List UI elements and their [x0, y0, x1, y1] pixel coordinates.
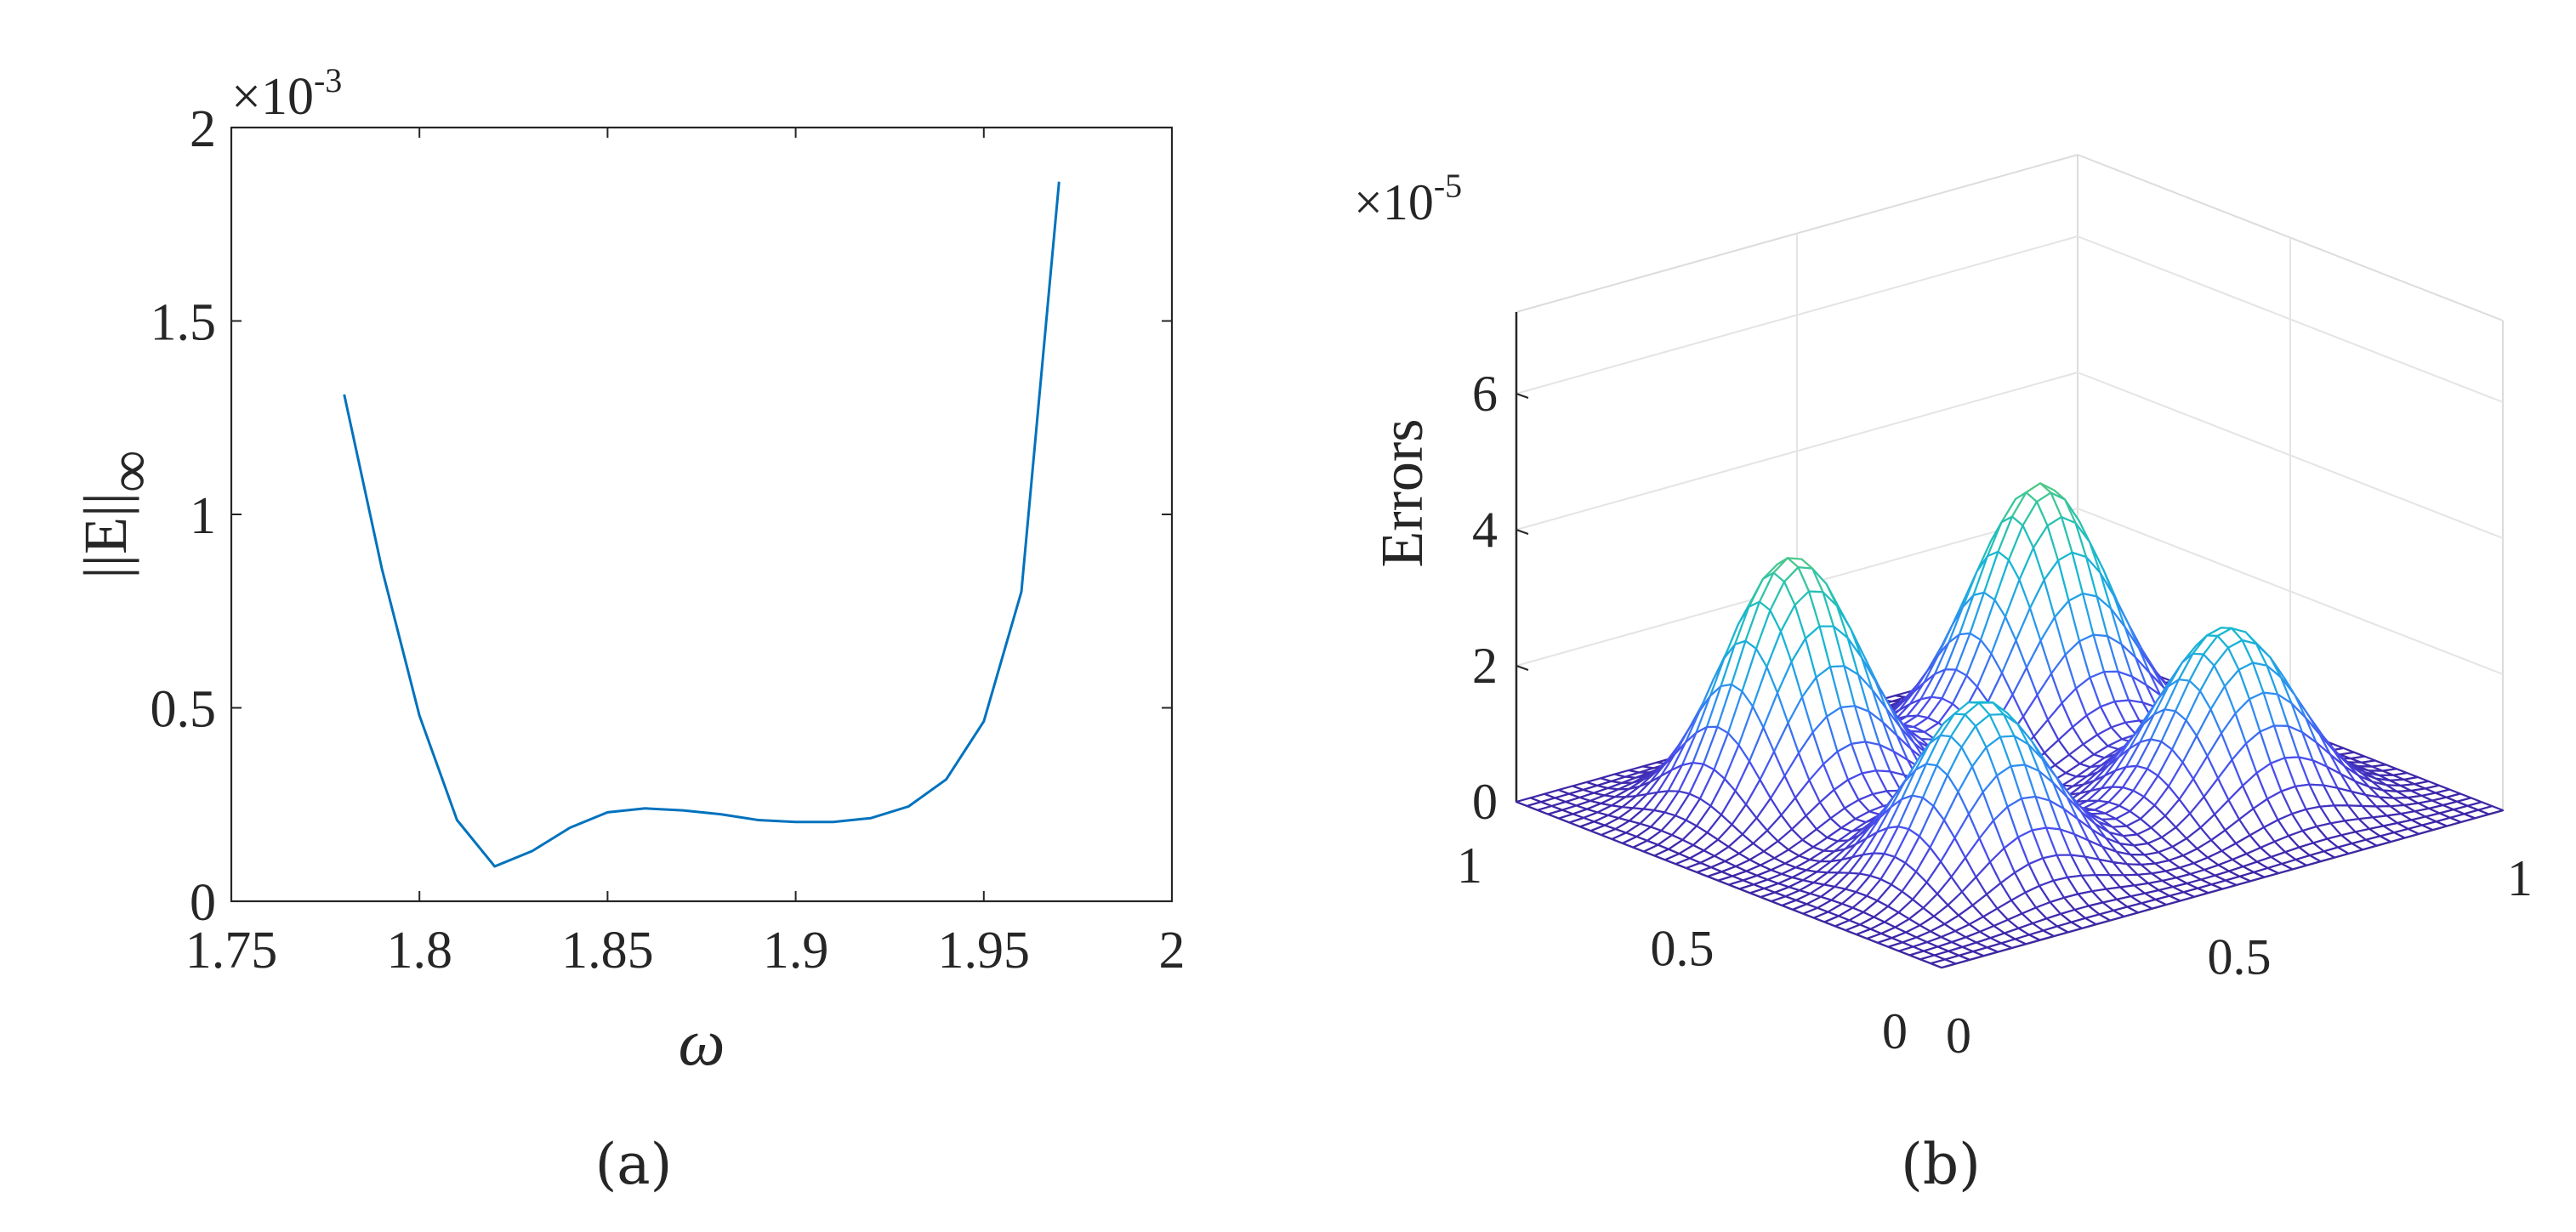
y-tick-label: 0.5 — [151, 681, 217, 739]
x-tick-label: 1.75 — [185, 922, 278, 979]
x-tick-label: 0.5 — [2208, 929, 2272, 985]
grid-line — [2077, 236, 2504, 403]
y-tick-label: 0.5 — [1651, 921, 1714, 977]
panel-label-a: (a) — [595, 1132, 673, 1197]
z-tick-mark — [1515, 665, 1529, 671]
z-tick-mark — [1515, 393, 1529, 399]
y-tick-label: 0 — [190, 874, 216, 932]
z-axis-label: Errors — [1370, 419, 1436, 568]
y-tick-label: 0 — [1882, 1003, 1908, 1059]
x-tick-label: 1.95 — [938, 922, 1031, 979]
surface-cell — [1930, 958, 1957, 969]
y-tick-label: 1 — [1457, 837, 1482, 894]
grid-line — [1515, 236, 2078, 395]
x-tick-label: 1 — [2507, 850, 2533, 906]
z-tick-label: 6 — [1472, 366, 1498, 422]
grid-line — [1515, 372, 2078, 531]
grid-line — [2077, 508, 2504, 675]
x-tick-label: 1.8 — [386, 922, 452, 979]
x-axis-label: ω — [678, 1005, 725, 1079]
line-chart-panel: 1.75 1.8 1.85 1.9 1.95 2 0 0.5 1 1.5 2 ×10-3 ||E|… — [71, 61, 1186, 1197]
z-tick-label: 0 — [1472, 774, 1498, 830]
panel-label-b: (b) — [1901, 1132, 1981, 1197]
surface-chart-panel: 0 0.5 1 0 0.5 1 0 2 4 6 ×10-5 Errors (b) — [1354, 154, 2533, 1197]
y-axis-label: ||E||∞ — [71, 450, 163, 579]
surface-mesh — [1515, 482, 2505, 969]
x-tick-label: 1.85 — [561, 922, 654, 979]
z-exponent: ×10-5 — [1354, 167, 1462, 230]
y-tick-label: 2 — [190, 100, 216, 158]
x-tick-label: 1.9 — [763, 922, 829, 979]
z-tick-label: 4 — [1472, 502, 1498, 558]
y-tick-labels: 0 0.5 1 1.5 2 — [151, 100, 217, 932]
x-tick-label: 0 — [1946, 1008, 1971, 1064]
tick-labels: 0 0.5 1 0 0.5 1 0 2 4 6 — [1457, 366, 2533, 1064]
x-tick-labels: 1.75 1.8 1.85 1.9 1.95 2 — [185, 922, 1186, 979]
y-exponent: ×10-3 — [231, 61, 342, 126]
plot-area — [231, 128, 1172, 901]
axes-box — [230, 126, 1174, 903]
z-tick-mark — [1515, 529, 1529, 535]
series-line — [343, 181, 1061, 868]
y-tick-label: 1.5 — [151, 294, 217, 352]
x-tick-label: 2 — [1159, 922, 1186, 979]
y-tick-label: 1 — [190, 487, 216, 545]
grid-line — [2077, 372, 2504, 539]
z-tick-label: 2 — [1472, 638, 1498, 694]
